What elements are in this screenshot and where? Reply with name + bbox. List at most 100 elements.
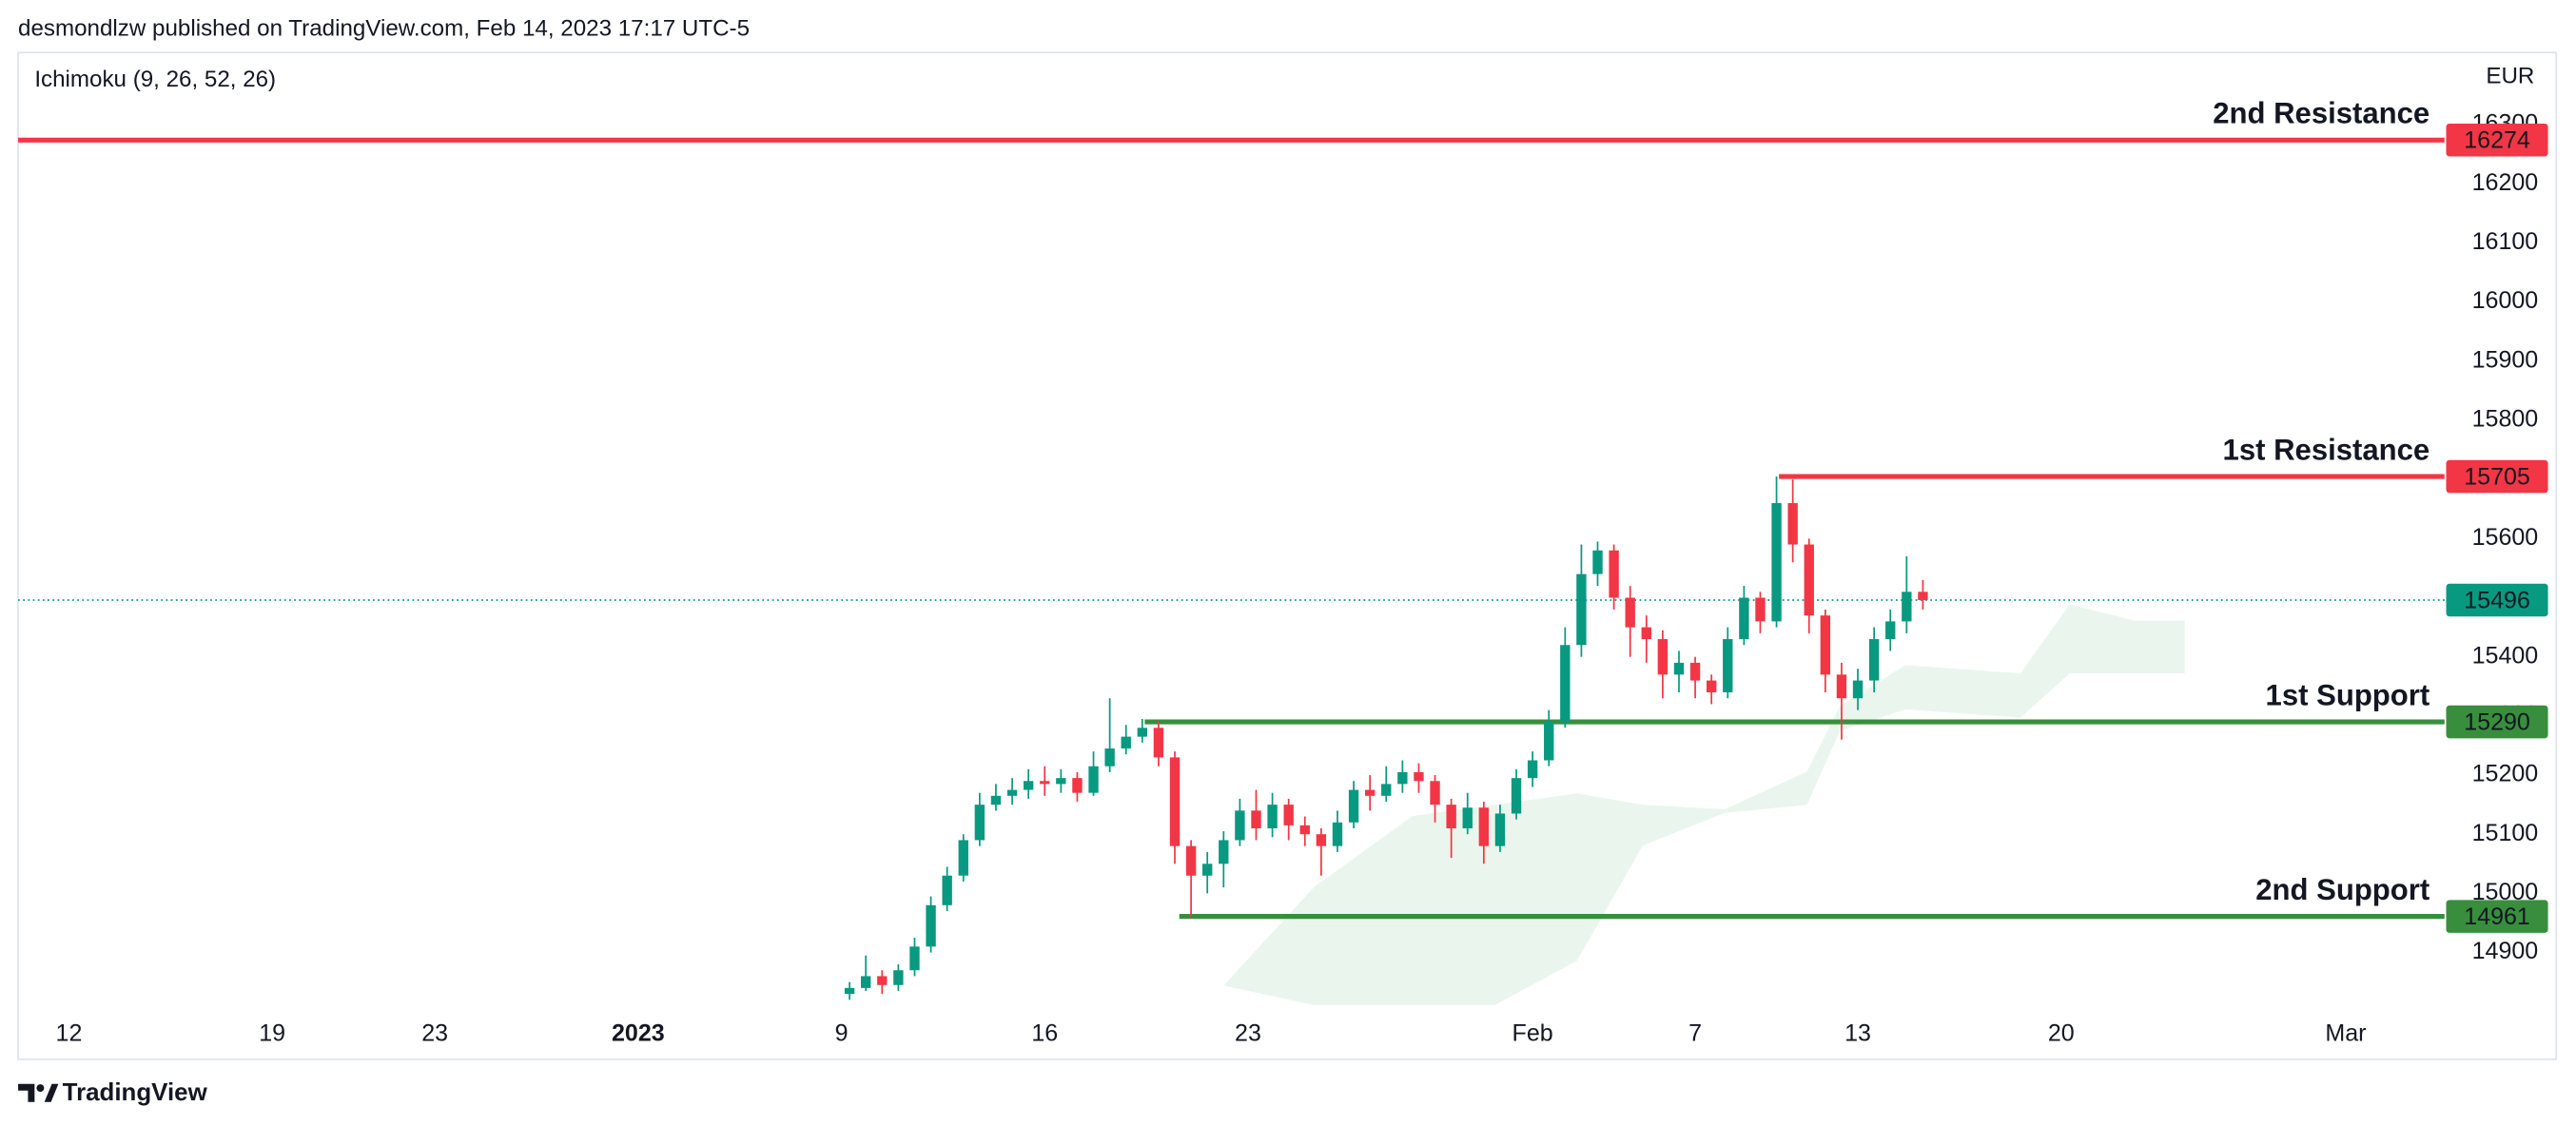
candle-body [1836, 674, 1847, 699]
candle-body [1902, 592, 1912, 622]
x-tick-label: 20 [2048, 1020, 2075, 1047]
candle-body [1153, 728, 1164, 758]
y-tick-label: 15200 [2472, 761, 2539, 787]
candle-body [1641, 627, 1651, 640]
level-name: 1st Support [2266, 678, 2430, 711]
x-tick-label: 23 [421, 1020, 448, 1047]
candle-body [1657, 639, 1669, 675]
y-tick-label: 15600 [2472, 524, 2539, 551]
candle-body [1121, 736, 1131, 749]
candle-body [861, 976, 871, 988]
x-tick-label: 23 [1235, 1020, 1261, 1047]
currency-label: EUR [2486, 64, 2534, 89]
price-badge [2446, 459, 2548, 494]
candle-body [893, 970, 904, 985]
y-tick-label: 14900 [2472, 938, 2539, 964]
logo-mark [36, 1084, 45, 1093]
candle-body [958, 840, 968, 876]
candle-body [1316, 834, 1327, 846]
candle-body [1006, 789, 1018, 796]
indicator-legend: Ichimoku (9, 26, 52, 26) [34, 67, 276, 92]
plot-layer: 1490015000151001520015300154001550015600… [18, 97, 2548, 1047]
candle-body [1494, 813, 1506, 846]
candle-body [1169, 757, 1181, 846]
x-tick-label: 7 [1688, 1020, 1702, 1047]
candle-body [1283, 805, 1294, 825]
candle-body [1625, 597, 1635, 628]
level-name: 2nd Support [2255, 873, 2430, 906]
candle-body [1332, 822, 1343, 846]
candle-body [1251, 810, 1261, 828]
candle-body [926, 904, 936, 947]
candle-body [1348, 789, 1359, 823]
candle-body [1430, 781, 1440, 806]
footer-brand: TradingView [63, 1079, 208, 1106]
candle-body [990, 795, 1002, 806]
candle-body [1511, 778, 1522, 814]
candle-body [1804, 544, 1814, 616]
price-badge-label: 15290 [2464, 709, 2530, 735]
publish-header: desmondlzw published on TradingView.com,… [18, 15, 750, 41]
logo-mark [44, 1083, 59, 1102]
candle-body [1364, 789, 1376, 796]
candle-body [1072, 778, 1083, 793]
x-tick-label: 16 [1031, 1020, 1058, 1047]
price-badge-label: 15496 [2464, 587, 2530, 613]
y-tick-label: 16000 [2472, 287, 2539, 314]
candle-body [1446, 805, 1456, 828]
y-tick-label: 15400 [2472, 642, 2539, 669]
candle-body [1056, 778, 1066, 785]
y-tick-label: 15800 [2472, 406, 2539, 433]
cloud-layer [1223, 604, 2185, 1005]
price-badge [2446, 124, 2548, 157]
x-tick-label: Feb [1512, 1020, 1553, 1047]
candle-body [1560, 645, 1571, 723]
tradingview-logo: TradingView [18, 1079, 208, 1106]
y-tick-label: 16200 [2472, 169, 2539, 196]
candle-body [1739, 597, 1749, 640]
level-name: 1st Resistance [2223, 433, 2430, 466]
level-name: 2nd Resistance [2213, 97, 2430, 130]
price-badge [2446, 583, 2548, 617]
x-tick-label: 13 [1844, 1020, 1871, 1047]
candle-body [1267, 805, 1278, 828]
candle-body [1673, 662, 1685, 675]
y-tick-label: 16100 [2472, 228, 2539, 255]
candle-body [1918, 592, 1928, 600]
candle-body [1771, 503, 1782, 622]
y-tick-label: 15100 [2472, 820, 2539, 846]
candle-body [1868, 639, 1880, 681]
candle-body [1040, 781, 1050, 785]
price-badge [2446, 900, 2548, 933]
logo-mark [18, 1083, 35, 1102]
candle-body [1414, 771, 1424, 782]
x-tick-label: 19 [259, 1020, 285, 1047]
candle-body [1088, 766, 1099, 793]
candle-body [1397, 771, 1408, 785]
candle-body [1527, 760, 1538, 779]
x-tick-label: 2023 [612, 1020, 665, 1047]
candle-body [909, 946, 920, 971]
candle-body [1787, 503, 1798, 545]
candle-body [1689, 662, 1701, 681]
candle-body [1104, 748, 1115, 767]
candle-body [1137, 728, 1148, 737]
candle-body [1885, 621, 1896, 640]
ichimoku-cloud [1223, 604, 2185, 1005]
candle-body [1202, 864, 1213, 876]
candle-body [1706, 680, 1717, 692]
x-tick-label: 9 [835, 1020, 849, 1047]
candle-body [1723, 639, 1733, 692]
candle-body [942, 875, 952, 905]
x-tick-label: 12 [56, 1020, 83, 1047]
candle-body [974, 805, 986, 841]
price-badge [2446, 705, 2548, 739]
candle-body [1219, 840, 1229, 864]
candle-body [1576, 573, 1587, 646]
candle-body [1299, 825, 1310, 835]
candle-body [1852, 680, 1864, 699]
candle-body [844, 987, 855, 995]
candle-body [1820, 615, 1831, 675]
